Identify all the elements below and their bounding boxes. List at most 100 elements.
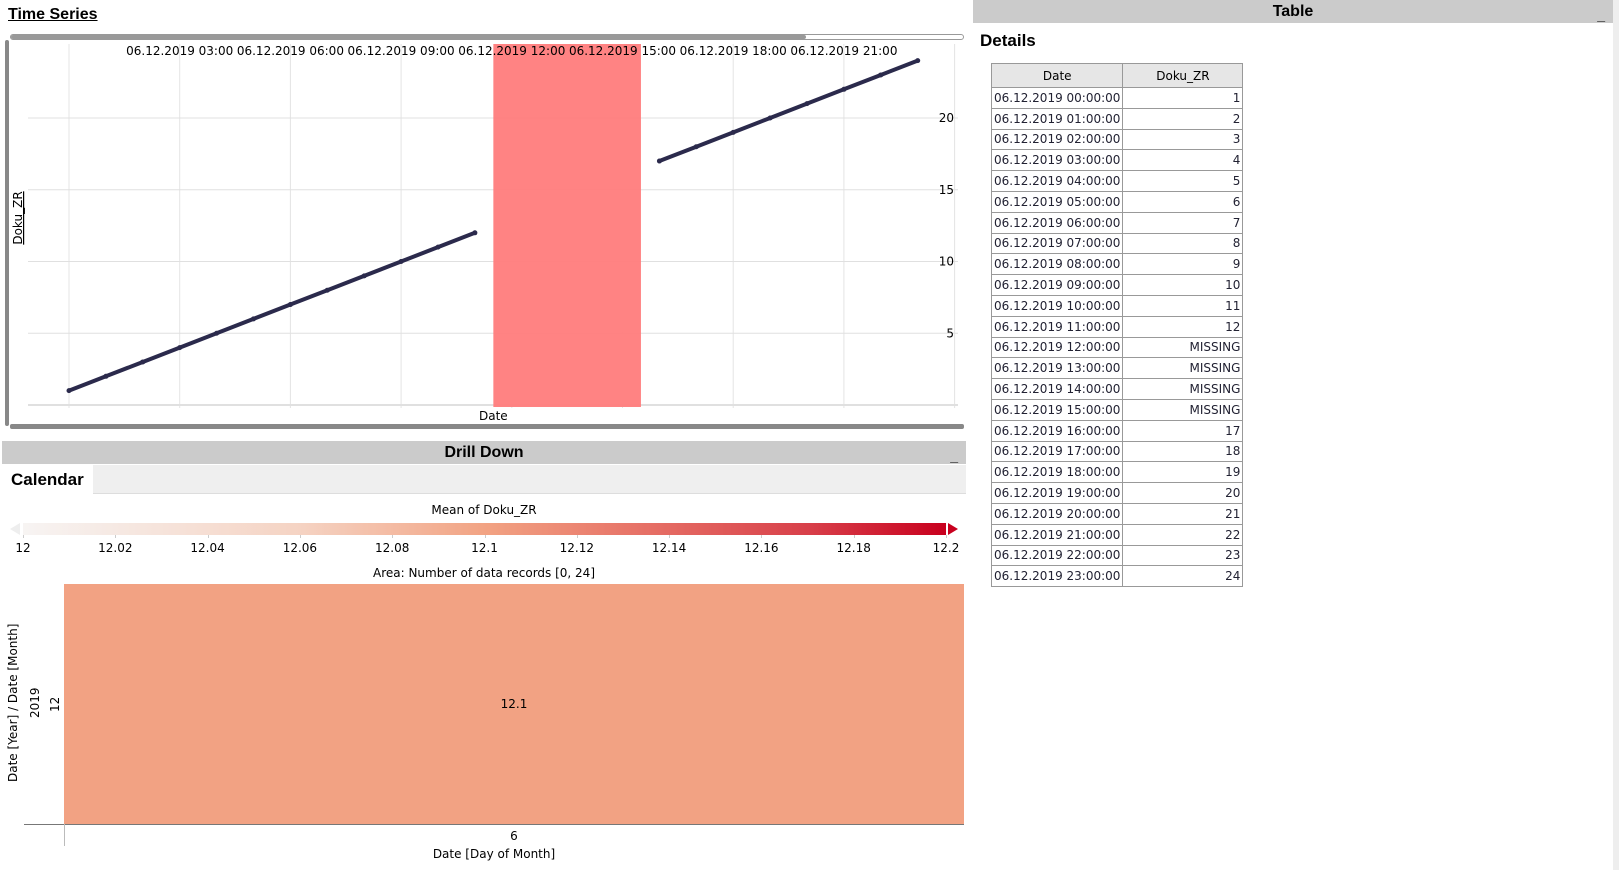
splitter-bar[interactable] (10, 424, 964, 429)
table-row[interactable]: 06.12.2019 04:00:00 5 (990, 170, 1244, 192)
vertical-scrollbar[interactable] (1613, 0, 1619, 870)
table-row[interactable]: 06.12.2019 23:00:00 24 (990, 565, 1244, 588)
value-cell: 17 (1122, 419, 1244, 442)
table-row[interactable]: 06.12.2019 19:00:00 20 (990, 482, 1244, 504)
value-cell: 11 (1122, 294, 1244, 317)
x-tick-label: 06.12.2019 15:00 (569, 44, 676, 58)
table-row[interactable]: 06.12.2019 08:00:00 9 (990, 253, 1244, 276)
data-point (804, 101, 810, 107)
time-series-title[interactable]: Time Series (8, 6, 98, 23)
legend-tick-mark (207, 535, 209, 538)
table-row[interactable]: 06.12.2019 11:00:00 12 (990, 315, 1244, 338)
value-cell: 12 (1122, 315, 1244, 338)
x-axis-label: Date [Day of Month] (432, 847, 556, 861)
date-cell: 06.12.2019 11:00:00 (990, 315, 1124, 338)
heatmap-cell[interactable]: 12.1 (64, 584, 964, 824)
data-point (251, 316, 256, 322)
table-row[interactable]: 06.12.2019 17:00:00 18 (990, 440, 1244, 463)
legend-tick-mark (392, 535, 394, 538)
data-point (656, 158, 662, 164)
table-row[interactable]: 06.12.2019 10:00:00 11 (990, 294, 1244, 317)
y-month-label: 12 (48, 696, 62, 712)
value-cell: 18 (1122, 440, 1244, 463)
legend-max-arrow-icon[interactable] (948, 523, 958, 535)
value-cell: 22 (1122, 523, 1244, 546)
y-tick-label: 5 (946, 326, 954, 340)
legend-tick-mark (115, 535, 117, 538)
x-axis-line (24, 824, 964, 825)
tab-calendar[interactable]: Calendar (2, 465, 93, 494)
date-cell: 06.12.2019 01:00:00 (990, 107, 1124, 130)
value-cell: 6 (1122, 190, 1244, 213)
table-row[interactable]: 06.12.2019 21:00:00 22 (990, 523, 1244, 546)
color-legend-gradient (23, 523, 946, 535)
legend-tick-mark (576, 535, 578, 538)
data-point (730, 129, 736, 135)
y-year-label: 2019 (28, 687, 42, 718)
horizontal-scrollbar[interactable] (10, 34, 964, 40)
cell-value: 12.1 (500, 697, 528, 711)
legend-tick-mark (299, 535, 301, 538)
legend-min-arrow-icon[interactable] (10, 523, 20, 535)
time-series-chart[interactable]: 06.12.2019 03:00 06.12.2019 06:00 06.12.20… (10, 40, 964, 424)
column-header-doku-zr[interactable]: Doku_ZR (1122, 63, 1244, 88)
data-point (140, 359, 146, 365)
value-cell: MISSING (1122, 398, 1244, 421)
y-axis-line (64, 824, 65, 846)
table-row[interactable]: 06.12.2019 14:00:00 MISSING (990, 378, 1244, 400)
table-row[interactable]: 06.12.2019 06:00:00 7 (990, 211, 1244, 234)
table-row[interactable]: 06.12.2019 07:00:00 8 (990, 232, 1244, 255)
color-legend-title: Mean of Doku_ZR (431, 503, 537, 517)
date-cell: 06.12.2019 21:00:00 (990, 523, 1124, 546)
table-row[interactable]: 06.12.2019 00:00:00 1 (990, 87, 1244, 109)
legend-tick-mark (23, 535, 24, 538)
data-point (66, 388, 72, 394)
table-row[interactable]: 06.12.2019 22:00:00 23 (990, 544, 1244, 567)
table-row[interactable]: 06.12.2019 03:00:00 4 (990, 149, 1244, 172)
legend-tick-label: 12.12 (559, 541, 594, 555)
table-row[interactable]: 06.12.2019 13:00:00 MISSING (990, 357, 1244, 380)
table-header: Table _ (973, 0, 1613, 23)
vertical-resize-bar[interactable] (5, 40, 9, 426)
table-row[interactable]: 06.12.2019 09:00:00 10 (990, 274, 1244, 296)
drill-down-title: Drill Down (444, 444, 524, 461)
left-pane: Time Series 06.12.2019 03:00 06.12.2019 0… (2, 6, 966, 861)
data-point (878, 72, 884, 78)
date-cell: 06.12.2019 08:00:00 (990, 253, 1124, 276)
y-tick-label: 15 (939, 183, 954, 197)
legend-tick-mark (669, 535, 671, 538)
table-title: Table (1272, 3, 1314, 20)
date-cell: 06.12.2019 07:00:00 (990, 232, 1124, 255)
legend-tick-label: 12.02 (98, 541, 133, 555)
x-axis-label: Date (479, 409, 508, 423)
y-axis-label: Doku_ZR (11, 191, 25, 244)
value-cell: 20 (1122, 482, 1244, 504)
series-line (657, 58, 920, 164)
details-heading: Details (980, 31, 1036, 50)
table-row[interactable]: 06.12.2019 12:00:00 MISSING (990, 336, 1244, 359)
table-row[interactable]: 06.12.2019 05:00:00 6 (990, 190, 1244, 213)
table-row[interactable]: 06.12.2019 15:00:00 MISSING (990, 398, 1244, 421)
table-row[interactable]: 06.12.2019 18:00:00 19 (990, 461, 1244, 484)
value-cell: 4 (1122, 149, 1244, 172)
minimize-icon[interactable]: _ (1597, 7, 1605, 23)
column-header-date[interactable]: Date (990, 63, 1124, 88)
table-row[interactable]: 06.12.2019 20:00:00 21 (990, 502, 1244, 525)
x-tick-label: 06.12.2019 03:00 (126, 44, 233, 58)
data-point (915, 58, 921, 64)
drill-down-header: Drill Down _ (2, 441, 966, 464)
data-point (435, 244, 441, 250)
table-row[interactable]: 06.12.2019 16:00:00 17 (990, 419, 1244, 442)
details-table: Date Doku_ZR 06.12.2019 00:00:00 1 06.12.2… (990, 63, 1244, 588)
date-cell: 06.12.2019 00:00:00 (990, 87, 1124, 109)
data-point (214, 330, 220, 336)
value-cell: 3 (1122, 128, 1244, 151)
legend-tick-label: 12.18 (836, 541, 871, 555)
table-row[interactable]: 06.12.2019 01:00:00 2 (990, 107, 1244, 130)
table-row[interactable]: 06.12.2019 02:00:00 3 (990, 128, 1244, 151)
scrollbar-thumb[interactable] (11, 35, 806, 39)
minimize-icon[interactable]: _ (950, 448, 958, 464)
date-cell: 06.12.2019 18:00:00 (990, 461, 1124, 484)
area-label: Area: Number of data records [0, 24] (372, 566, 595, 580)
legend-tick-label: 12.2 (932, 541, 960, 555)
